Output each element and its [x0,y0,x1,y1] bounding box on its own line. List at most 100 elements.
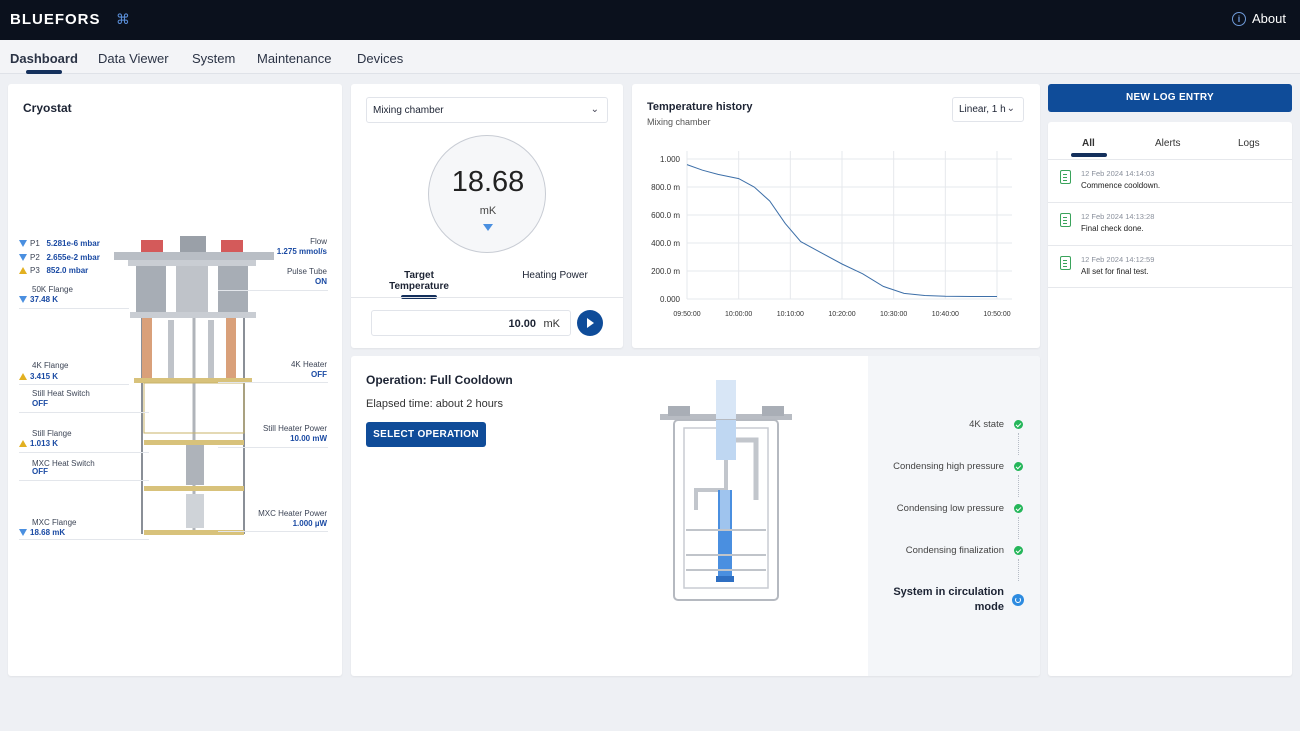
divider [19,480,149,481]
new-log-entry-button[interactable]: NEW LOG ENTRY [1048,84,1292,112]
trend-down-icon [19,254,27,262]
about-button[interactable]: i About [1232,11,1286,26]
x-tick-label: 10:30:00 [880,311,907,318]
apply-target-button[interactable] [577,310,603,336]
operation-card: Operation: Full Cooldown Elapsed time: a… [351,356,1040,676]
step-connector [1018,433,1019,455]
x-tick-label: 10:40:00 [932,311,959,318]
x-tick-label: 10:10:00 [777,311,804,318]
chevron-down-icon: ⌄ [1006,103,1015,114]
target-temperature-unit: mK [543,318,561,330]
check-icon [1014,504,1023,513]
check-icon [1014,546,1023,555]
log-message: Commence cooldown. [1081,181,1161,190]
tab-system[interactable]: System [192,51,236,66]
y-tick-label: 600.0 m [651,211,680,220]
divider [351,297,623,298]
cryostat-illustration [114,236,274,535]
temperature-unit: mK [479,205,497,217]
divider [19,308,129,309]
info-icon: i [1232,11,1247,26]
step-connector [1018,517,1019,539]
main-tabs: Dashboard Data Viewer System Maintenance… [0,40,1300,74]
sensor-mxc-flange-label: MXC Flange [32,518,77,527]
sensor-mxc-heat-switch: OFF [32,467,48,476]
y-tick-label: 800.0 m [651,183,680,192]
tab-target-temperature[interactable]: Target Temperature [389,270,449,292]
y-tick-label: 200.0 m [651,267,680,276]
about-label: About [1252,11,1286,26]
active-log-tab-indicator [1071,153,1107,157]
log-message: All set for final test. [1081,267,1149,276]
step-connector [1018,475,1019,497]
temperature-reading: 18.68 [451,166,525,198]
tab-data-viewer[interactable]: Data Viewer [98,51,169,66]
logo-mark-icon: ⌘ [116,11,130,27]
y-tick-label: 1.000 [660,155,681,164]
cryostat-title: Cryostat [23,101,72,115]
temperature-history-card: Temperature history Mixing chamber Linea… [632,84,1040,348]
target-temperature-input[interactable]: 10.00 mK [371,310,571,336]
x-tick-label: 09:50:00 [673,311,700,318]
document-icon [1060,256,1071,270]
check-icon [1014,420,1023,429]
step-condensing-high: Condensing high pressure [893,461,1004,472]
x-tick-label: 10:20:00 [828,311,855,318]
sensor-select[interactable]: Mixing chamber ⌄ [366,97,608,123]
document-icon [1060,170,1071,184]
sensor-still-heat-switch: OFF [32,399,48,408]
tab-dashboard[interactable]: Dashboard [10,51,78,66]
sensor-still-heater-power: Still Heater Power 10.00 mW [262,424,327,443]
target-temperature-value: 10.00 [508,318,536,330]
y-tick-label: 0.000 [660,295,681,304]
scale-select[interactable]: Linear, 1 h ⌄ [952,97,1024,122]
log-message: Final check done. [1081,224,1144,233]
divider [218,447,328,448]
sensor-flow: Flow 1.275 mmol/s [276,237,327,256]
sensor-still-heat-switch-label: Still Heat Switch [32,389,90,398]
trend-down-icon [483,224,493,231]
log-item[interactable]: 12 Feb 2024 14:13:28 Final check done. [1048,202,1292,245]
step-condensing-finalization: Condensing finalization [905,545,1004,556]
divider [19,452,149,453]
sensor-p3: P3 852.0 mbar [19,266,88,276]
sensor-p2: P2 2.655e-2 mbar [19,253,100,263]
tab-maintenance[interactable]: Maintenance [257,51,332,66]
tab-logs[interactable]: Logs [1238,138,1260,149]
cooldown-illustration [660,380,792,601]
operation-steps-panel: 4K state Condensing high pressure Conden… [868,356,1040,676]
tab-alerts[interactable]: Alerts [1155,138,1181,149]
history-subtitle: Mixing chamber [647,117,711,127]
sensor-select-value: Mixing chamber [373,105,444,116]
temperature-history-chart: 1.000 800.0 m 600.0 m 400.0 m 200.0 m 0.000 09… [651,151,1012,318]
log-item[interactable]: 12 Feb 2024 14:14:03 Commence cooldown. [1048,159,1292,202]
tab-all[interactable]: All [1082,138,1095,149]
divider [218,290,328,291]
tab-heating-power[interactable]: Heating Power [522,270,588,281]
mixing-chamber-card: Mixing chamber ⌄ 18.68 mK Target Tempera… [351,84,623,348]
trend-down-icon [19,296,27,304]
cryostat-card: Cryostat P1 5.281e-6 mbar P2 2.655e-2 mb… [8,84,342,676]
sensor-mxc-heater-power: MXC Heater Power 1.000 µW [258,509,327,528]
top-bar: BLUEFORS ⌘ i About [0,0,1300,40]
select-operation-button[interactable]: SELECT OPERATION [366,422,486,447]
divider [19,412,149,413]
operation-title: Operation: Full Cooldown [366,373,513,387]
trend-down-icon [19,529,27,537]
check-icon [1014,462,1023,471]
sensor-50k-flange: 37.48 K [19,295,58,305]
warning-icon [19,267,27,275]
log-time: 12 Feb 2024 14:13:28 [1081,212,1155,221]
tab-devices[interactable]: Devices [357,51,404,66]
log-time: 12 Feb 2024 14:14:03 [1081,169,1155,178]
sensor-50k-flange-label: 50K Flange [32,285,73,294]
warning-icon [19,440,27,448]
x-tick-label: 10:00:00 [725,311,752,318]
sensor-mxc-flange: 18.68 mK [19,528,65,538]
sensor-still-flange-label: Still Flange [32,429,72,438]
sensor-p1: P1 5.281e-6 mbar [19,239,100,249]
log-item[interactable]: 12 Feb 2024 14:12:59 All set for final t… [1048,245,1292,288]
in-progress-icon [1012,594,1024,606]
divider [218,531,328,532]
warning-icon [19,373,27,381]
